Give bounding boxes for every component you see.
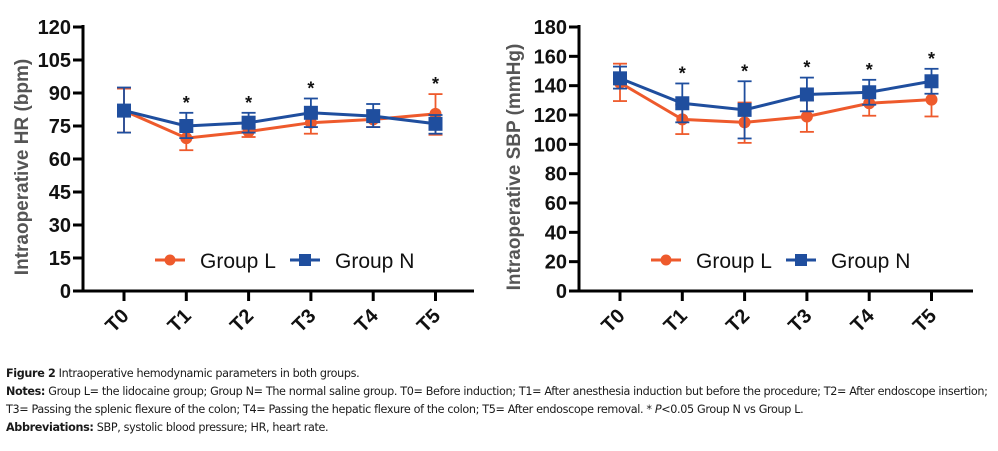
y-tick-label: 105 xyxy=(38,50,71,72)
y-tick-label: 0 xyxy=(60,281,71,303)
significance-marker: * xyxy=(183,93,190,113)
y-tick-label: 60 xyxy=(545,193,567,215)
y-tick-label: 20 xyxy=(545,252,567,274)
caption-abbreviations: Abbreviations: SBP, systolic blood press… xyxy=(6,419,996,437)
x-tick-label: T2 xyxy=(722,305,754,337)
data-point-square xyxy=(179,119,194,133)
notes-text-end: <0.05 Group N vs Group L. xyxy=(661,403,804,416)
y-tick-label: 45 xyxy=(49,182,71,204)
y-tick-label: 40 xyxy=(545,222,567,244)
x-tick-label: T5 xyxy=(909,305,941,337)
x-tick-label: T3 xyxy=(784,305,816,337)
legend-label-group-l: Group L xyxy=(696,250,772,273)
x-tick-label: T4 xyxy=(847,304,880,337)
significance-marker: * xyxy=(432,74,439,94)
data-point-square xyxy=(737,102,752,117)
legend-marker-group-l xyxy=(164,254,176,266)
x-tick-label: T5 xyxy=(413,305,445,337)
y-tick-label: 0 xyxy=(556,281,567,303)
figure-title: Intraoperative hemodynamic parameters in… xyxy=(58,367,360,380)
y-tick-label: 160 xyxy=(534,46,567,68)
x-tick-label: T1 xyxy=(164,305,196,337)
data-point-square xyxy=(303,105,318,120)
x-tick-label: T0 xyxy=(101,305,133,337)
caption-notes: Notes: Group L= the lidocaine group; Gro… xyxy=(6,383,996,419)
series-group-l xyxy=(613,62,939,144)
x-tick-label: T3 xyxy=(288,305,320,337)
notes-label: Notes: xyxy=(6,385,46,398)
y-tick-label: 100 xyxy=(534,134,567,156)
abbreviations-label: Abbreviations: xyxy=(6,421,94,434)
data-point-square xyxy=(241,115,256,130)
y-tick-label: 180 xyxy=(534,17,567,39)
data-point-square xyxy=(117,103,131,118)
x-tick-label: T2 xyxy=(226,305,258,337)
legend-marker-group-n xyxy=(795,254,807,266)
y-tick-label: 30 xyxy=(49,215,71,237)
data-point-square xyxy=(675,96,690,111)
y-tick-label: 90 xyxy=(49,83,71,105)
notes-text: Group L= the lidocaine group; Group N= T… xyxy=(6,385,988,416)
series-line xyxy=(619,76,932,112)
series-group-n xyxy=(117,86,443,140)
legend-label-group-l: Group L xyxy=(200,250,276,273)
y-tick-label: 60 xyxy=(49,149,71,171)
significance-marker: * xyxy=(803,58,810,78)
y-axis-title: Intraoperative HR (bpm) xyxy=(12,59,33,275)
y-tick-label: 75 xyxy=(49,116,71,138)
series-line xyxy=(619,81,932,124)
legend: Group L Group N xyxy=(155,250,414,273)
y-tick-label: 15 xyxy=(49,248,71,270)
legend-marker-group-n xyxy=(299,254,311,266)
legend-label-group-n: Group N xyxy=(831,250,910,273)
sbp-chart: 0 20 40 60 80 100 120 140 160 180 Intraoperative S… xyxy=(504,17,973,337)
figure-caption: Figure 2 Intraoperative hemodynamic para… xyxy=(6,365,996,437)
y-tick-label: 120 xyxy=(38,17,71,39)
series-group-n xyxy=(613,65,939,140)
notes-p-symbol: P xyxy=(654,403,662,416)
y-axis-title: Intraoperative SBP (mmHg) xyxy=(504,44,525,291)
legend-label-group-n: Group N xyxy=(335,250,414,273)
caption-title-line: Figure 2 Intraoperative hemodynamic para… xyxy=(6,365,996,383)
data-point-square xyxy=(799,87,814,102)
data-point-square xyxy=(862,85,877,100)
significance-marker: * xyxy=(307,79,314,99)
legend: Group L Group N xyxy=(651,250,910,273)
significance-marker: * xyxy=(866,60,873,80)
significance-marker: * xyxy=(245,93,252,113)
data-point-circle xyxy=(800,110,813,123)
series-line xyxy=(123,109,436,128)
series-line xyxy=(123,109,436,140)
x-tick-label: T1 xyxy=(660,305,692,337)
data-point-square xyxy=(366,109,381,124)
y-tick-label: 140 xyxy=(534,76,567,98)
x-tick-label: T0 xyxy=(597,305,629,337)
significance-marker: * xyxy=(679,63,686,83)
y-tick-label: 80 xyxy=(545,164,567,186)
figure-label: Figure 2 xyxy=(6,367,56,380)
data-point-square xyxy=(924,74,939,89)
abbreviations-text: SBP, systolic blood pressure; HR, heart … xyxy=(96,421,329,434)
data-point-square xyxy=(613,71,627,86)
x-tick-label: T4 xyxy=(351,304,384,337)
legend-marker-group-l xyxy=(660,254,672,266)
y-tick-label: 120 xyxy=(534,105,567,127)
data-point-square xyxy=(428,116,443,131)
significance-marker: * xyxy=(928,49,935,69)
data-point-circle xyxy=(925,93,938,106)
significance-marker: * xyxy=(741,61,748,81)
